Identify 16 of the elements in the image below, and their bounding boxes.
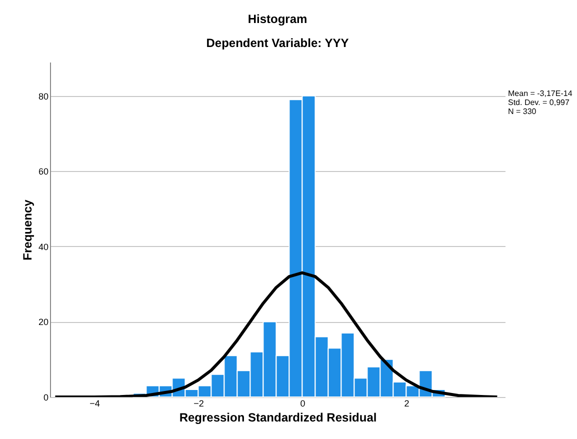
chart-subtitle: Dependent Variable: YYY <box>206 36 349 50</box>
chart-title: Histogram <box>248 12 308 26</box>
text: N = 330 <box>508 107 537 116</box>
x-tick-label: −2 <box>194 398 204 408</box>
text: Std. Dev. = 0,997 <box>508 98 570 107</box>
x-tick-label: 2 <box>404 398 410 408</box>
text: Mean = -3,17E-14 <box>508 89 573 98</box>
y-axis-title: Frequency <box>20 199 34 260</box>
y-tick-label: 20 <box>38 317 48 328</box>
y-tick-label: 40 <box>38 242 48 252</box>
y-tick-label: 60 <box>38 166 48 177</box>
x-axis-title: Regression Standardized Residual <box>179 410 377 424</box>
x-tick-label: −4 <box>90 398 100 408</box>
x-tick-label: 0 <box>300 398 306 408</box>
y-tick-label: 80 <box>38 91 48 102</box>
line-series <box>54 271 499 397</box>
